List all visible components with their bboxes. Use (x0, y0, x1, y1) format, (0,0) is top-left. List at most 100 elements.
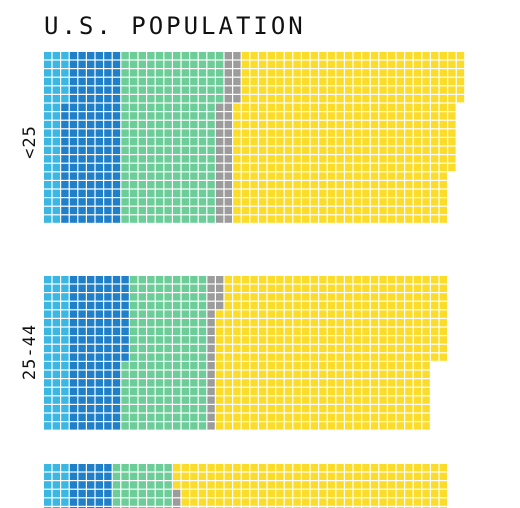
waffle-cell-yellow (362, 163, 370, 172)
waffle-cell-light-blue (52, 60, 60, 68)
waffle-cell-yellow (276, 215, 284, 223)
waffle-cell-yellow (250, 387, 258, 396)
waffle-cell-yellow (336, 362, 344, 370)
waffle-cell-yellow (388, 336, 396, 344)
waffle-cell-yellow (310, 52, 318, 60)
waffle-cell-green (147, 370, 155, 378)
waffle-cell-yellow (336, 112, 344, 120)
waffle-cell-yellow (250, 481, 258, 489)
waffle-cell-yellow (405, 120, 413, 129)
waffle-cell-yellow (336, 489, 344, 498)
waffle-cell-gray (224, 138, 232, 146)
waffle-cell-yellow (353, 370, 361, 378)
waffle-cell-yellow (336, 396, 344, 404)
waffle-cell-yellow (345, 379, 353, 387)
waffle-cell-green (173, 413, 181, 421)
waffle-cell-blue (104, 155, 112, 163)
waffle-cell-blue (112, 52, 121, 60)
waffle-cell-yellow (267, 276, 275, 284)
waffle-cell-green (138, 481, 146, 489)
waffle-cell-yellow (241, 206, 250, 215)
waffle-cell-blue (112, 362, 121, 370)
waffle-cell-yellow (293, 129, 301, 137)
waffle-cell-yellow (259, 498, 267, 506)
waffle-cell-yellow (319, 301, 327, 310)
waffle-cell-yellow (362, 344, 370, 353)
waffle-cell-yellow (310, 189, 318, 197)
waffle-cell-green (181, 344, 189, 353)
waffle-cell-green (198, 77, 207, 86)
waffle-cell-blue (95, 327, 103, 335)
waffle-cell-green (181, 112, 189, 120)
waffle-cell-green (173, 103, 181, 111)
waffle-cell-green (173, 344, 181, 353)
waffle-cell-green (130, 353, 138, 361)
waffle-cell-yellow (370, 52, 379, 60)
waffle-cell-green (138, 52, 146, 60)
waffle-cell-yellow (233, 422, 241, 430)
panel-label: 25-44 (20, 324, 40, 380)
waffle-cell-yellow (388, 489, 396, 498)
waffle-cell-yellow (319, 362, 327, 370)
waffle-cell-yellow (310, 198, 318, 206)
waffle-cell-green (198, 189, 207, 197)
waffle-cell-yellow (250, 489, 258, 498)
waffle-cell-green (130, 387, 138, 396)
waffle-cell-yellow (345, 370, 353, 378)
waffle-cell-green (121, 112, 129, 120)
waffle-cell-yellow (259, 276, 267, 284)
waffle-cell-blue (78, 103, 86, 111)
waffle-cell-yellow (439, 60, 447, 68)
waffle-cell-green (164, 69, 172, 77)
waffle-cell-gray (216, 206, 224, 215)
waffle-cell-yellow (267, 120, 275, 129)
waffle-cell-yellow (284, 379, 293, 387)
waffle-cell-yellow (276, 498, 284, 506)
waffle-cell-yellow (293, 498, 301, 506)
waffle-cell-yellow (362, 413, 370, 421)
waffle-cell-green (173, 319, 181, 327)
waffle-cell-green (121, 95, 129, 103)
waffle-cell-yellow (259, 327, 267, 335)
waffle-cell-yellow (224, 489, 232, 498)
waffle-cell-green (130, 464, 138, 472)
waffle-cell-yellow (405, 52, 413, 60)
waffle-cell-yellow (405, 498, 413, 506)
waffle-cell-blue (95, 301, 103, 310)
waffle-cell-yellow (362, 52, 370, 60)
waffle-cell-green (147, 284, 155, 292)
waffle-cell-yellow (241, 336, 250, 344)
waffle-cell-yellow (336, 301, 344, 310)
waffle-cell-yellow (379, 319, 387, 327)
waffle-cell-blue (112, 284, 121, 292)
waffle-cell-yellow (396, 301, 404, 310)
waffle-cell-blue (104, 215, 112, 223)
waffle-cell-blue (78, 52, 86, 60)
waffle-cell-yellow (302, 310, 310, 318)
waffle-cell-blue (95, 206, 103, 215)
waffle-cell-blue (104, 310, 112, 318)
waffle-cell-green (164, 310, 172, 318)
waffle-cell-green (147, 215, 155, 223)
waffle-cell-green (207, 77, 215, 86)
waffle-cell-yellow (370, 284, 379, 292)
waffle-cell-yellow (345, 464, 353, 472)
waffle-cell-yellow (388, 276, 396, 284)
waffle-cell-yellow (293, 464, 301, 472)
waffle-cell-blue (78, 353, 86, 361)
waffle-cell-blue (69, 327, 78, 335)
waffle-cell-green (155, 379, 164, 387)
waffle-cell-light-blue (44, 95, 52, 103)
waffle-cell-yellow (327, 422, 336, 430)
waffle-cell-blue (87, 310, 95, 318)
waffle-cell-green (181, 181, 189, 189)
waffle-cell-green (164, 120, 172, 129)
waffle-cell-yellow (405, 103, 413, 111)
waffle-cell-blue (121, 310, 129, 318)
waffle-cell-yellow (250, 327, 258, 335)
waffle-cell-green (181, 60, 189, 68)
waffle-cell-green (130, 215, 138, 223)
waffle-cell-green (130, 198, 138, 206)
waffle-cell-yellow (250, 146, 258, 154)
waffle-cell-green (190, 77, 198, 86)
